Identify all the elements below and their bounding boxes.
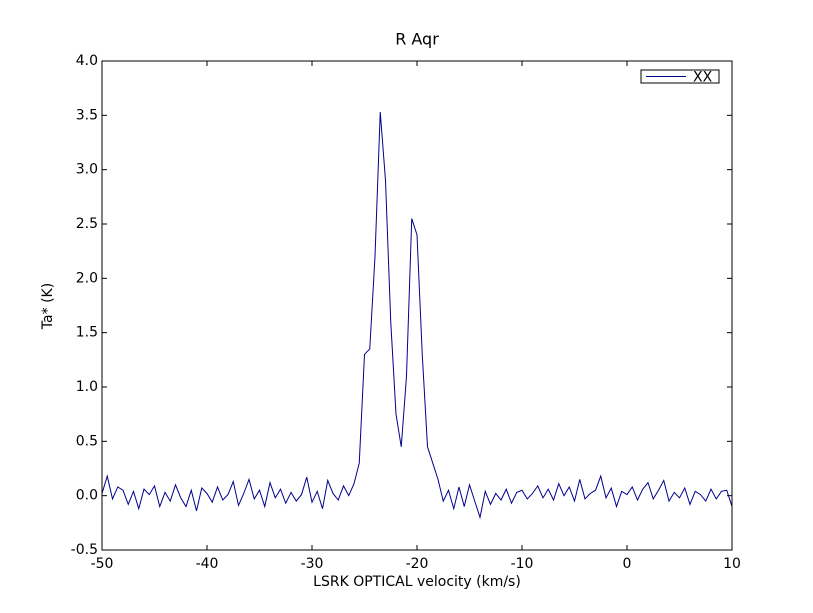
y-tick-label: 0.5 (76, 433, 98, 449)
y-tick-label: 1.0 (76, 379, 98, 395)
x-tick-label: 10 (723, 556, 741, 572)
y-tick-label: 3.0 (76, 162, 98, 178)
x-axis-label: LSRK OPTICAL velocity (km/s) (313, 574, 521, 590)
x-tick-label: -40 (196, 556, 219, 572)
y-tick-label: 2.0 (76, 270, 98, 286)
x-tick-label: -10 (511, 556, 534, 572)
y-tick-label: 0.0 (76, 488, 98, 504)
legend-label: XX (693, 70, 713, 86)
x-tick-label: 0 (623, 556, 632, 572)
y-tick-label: 4.0 (76, 53, 98, 69)
x-tick-label: -20 (406, 556, 429, 572)
chart-title: R Aqr (395, 30, 439, 49)
x-tick-label: -30 (301, 556, 324, 572)
x-tick-label: -50 (91, 556, 114, 572)
data-line (101, 112, 733, 520)
plot-frame (101, 60, 733, 551)
y-tick-label: -0.5 (71, 542, 98, 558)
y-tick-label: 2.5 (76, 216, 98, 232)
y-tick-label: 1.5 (76, 325, 98, 341)
y-axis-label: Ta* (K) (40, 283, 56, 330)
y-tick-label: 3.5 (76, 107, 98, 123)
